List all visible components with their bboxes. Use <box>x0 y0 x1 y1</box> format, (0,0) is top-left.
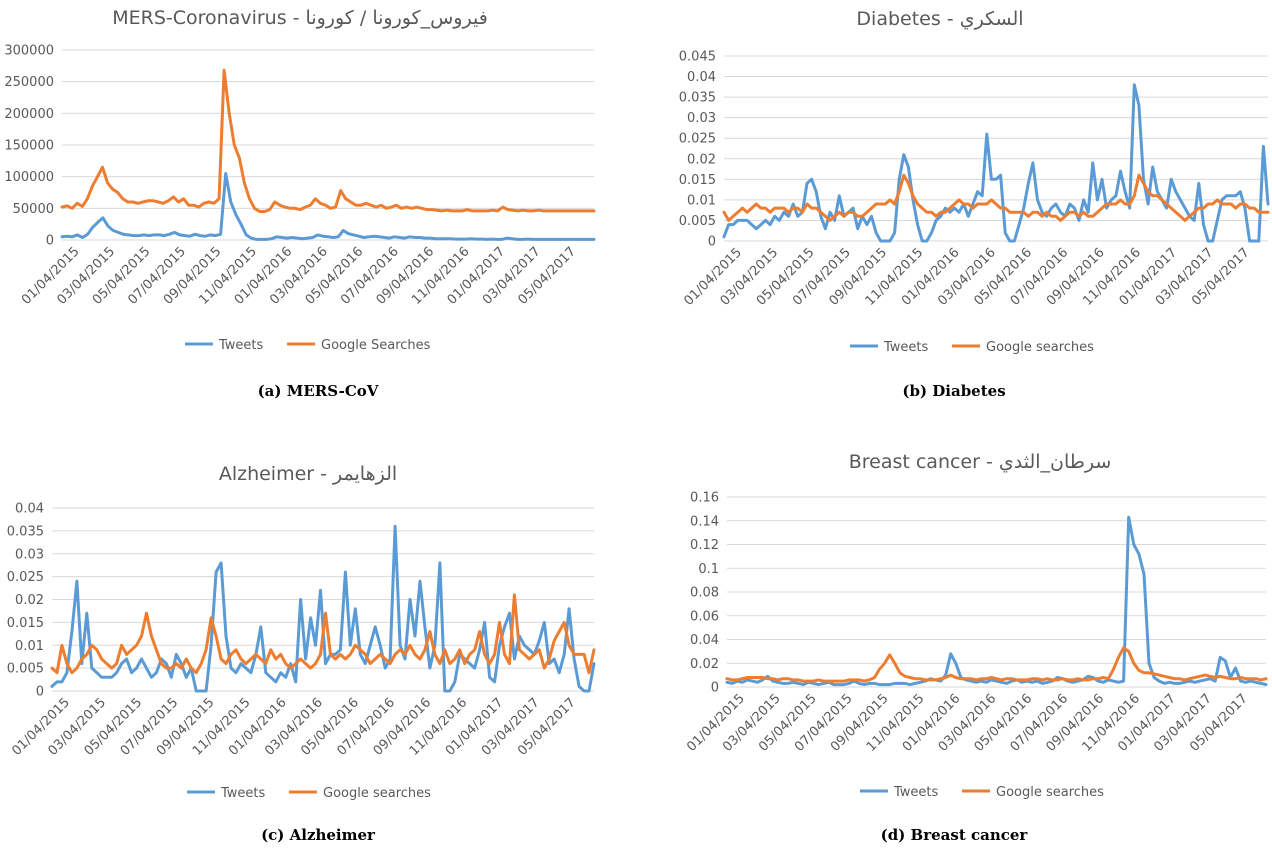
legend-item-google: Google searches <box>962 785 1104 800</box>
y-tick-label: 250000 <box>4 75 54 90</box>
figure-caption: (d) Breast cancer <box>881 826 1029 844</box>
y-tick-label: 150000 <box>4 139 54 154</box>
y-tick-label: 0.045 <box>679 50 716 65</box>
series-line-google <box>725 646 1268 683</box>
series-line-google <box>50 593 596 675</box>
legend-item-tweets: Tweets <box>860 785 939 800</box>
chart-title: Breast cancer - سرطان_الثدي <box>849 451 1112 473</box>
y-tick-label: 0 <box>711 681 719 696</box>
y-tick-label: 0 <box>36 685 44 700</box>
figure-caption: (c) Alzheimer <box>261 826 376 844</box>
figure-caption: (a) MERS-CoV <box>258 382 379 400</box>
y-tick-label: 0.1 <box>698 562 719 577</box>
series-line-google <box>722 173 1270 222</box>
legend-label: Tweets <box>883 340 929 355</box>
y-tick-label: 0.04 <box>15 502 44 517</box>
series-line-tweets <box>722 83 1270 243</box>
legend-item-tweets: Tweets <box>187 786 266 801</box>
y-tick-label: 100000 <box>4 170 54 185</box>
figure-caption: (b) Diabetes <box>902 382 1005 400</box>
chart-panel-diabetes: Diabetes - السكري 0 0.005 0.01 0.015 0.02 0.02… <box>636 0 1272 428</box>
series-line-google <box>60 68 596 213</box>
y-tick-label: 0.02 <box>687 152 716 167</box>
y-tick-label: 0.025 <box>7 570 44 585</box>
chart-svg-alzheimer: Alzheimer - الزهايمر 0 0.005 0.01 0.015 0.02 0… <box>7 463 596 844</box>
chart-svg-mers: MERS-Coronavirus - فيروس_كورونا / كورونا… <box>4 7 596 400</box>
y-tick-label: 0.06 <box>690 609 719 624</box>
y-tick-label: 0.02 <box>15 593 44 608</box>
legend-item-tweets: Tweets <box>850 340 929 355</box>
legend-label: Google Searches <box>321 338 431 353</box>
chart-title: Alzheimer - الزهايمر <box>219 463 397 485</box>
y-tick-label: 0.04 <box>690 633 719 648</box>
chart-panel-mers: MERS-Coronavirus - فيروس_كورونا / كورونا… <box>0 0 636 428</box>
y-tick-label: 0.01 <box>687 193 716 208</box>
legend-label: Tweets <box>220 786 266 801</box>
y-tick-label: 0.035 <box>679 91 716 106</box>
chart-title: MERS-Coronavirus - فيروس_كورونا / كورونا <box>112 7 488 29</box>
legend-label: Tweets <box>893 785 939 800</box>
y-tick-label: 0.03 <box>687 111 716 126</box>
y-tick-label: 0.035 <box>7 524 44 539</box>
y-tick-label: 0.005 <box>7 662 44 677</box>
chart-panel-alzheimer: Alzheimer - الزهايمر 0 0.005 0.01 0.015 0.02 0… <box>0 424 636 852</box>
y-tick-label: 0 <box>46 234 54 249</box>
y-tick-label: 0 <box>708 235 716 250</box>
chart-title: Diabetes - السكري <box>856 8 1023 30</box>
y-tick-label: 0.14 <box>690 514 719 529</box>
y-tick-label: 0.015 <box>7 616 44 631</box>
y-tick-label: 0.005 <box>679 214 716 229</box>
y-tick-label: 0.02 <box>690 657 719 672</box>
y-tick-label: 0.08 <box>690 586 719 601</box>
legend-label: Google searches <box>986 340 1094 355</box>
chart-svg-breast-cancer: Breast cancer - سرطان_الثدي 0 0.02 0.04 0.06… <box>684 451 1268 844</box>
legend-label: Google searches <box>323 786 431 801</box>
y-tick-label: 0.015 <box>679 173 716 188</box>
y-tick-label: 300000 <box>4 44 54 59</box>
y-tick-label: 0.16 <box>690 491 719 506</box>
legend-label: Tweets <box>218 338 264 353</box>
y-tick-label: 0.12 <box>690 538 719 553</box>
y-tick-label: 0.025 <box>679 132 716 147</box>
legend-item-google: Google searches <box>952 340 1094 355</box>
y-tick-label: 50000 <box>13 202 54 217</box>
legend-item-google: Google Searches <box>287 338 431 353</box>
y-tick-label: 0.01 <box>15 639 44 654</box>
y-tick-label: 0.04 <box>687 70 716 85</box>
legend-label: Google searches <box>996 785 1104 800</box>
chart-panel-breast-cancer: Breast cancer - سرطان_الثدي 0 0.02 0.04 0.06… <box>636 424 1272 852</box>
y-tick-label: 200000 <box>4 107 54 122</box>
series-line-tweets <box>60 172 596 241</box>
legend-item-google: Google searches <box>289 786 431 801</box>
legend-item-tweets: Tweets <box>185 338 264 353</box>
series-line-tweets <box>725 515 1268 687</box>
chart-svg-diabetes: Diabetes - السكري 0 0.005 0.01 0.015 0.02 0.02… <box>679 8 1270 400</box>
y-tick-label: 0.03 <box>15 547 44 562</box>
